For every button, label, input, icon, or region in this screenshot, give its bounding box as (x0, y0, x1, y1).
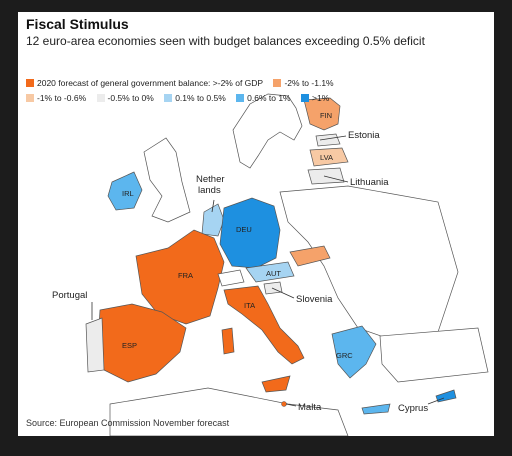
label-malta: Malta (298, 402, 322, 413)
label-irl: IRL (122, 189, 134, 198)
label-cyprus: Cyprus (398, 403, 428, 414)
source-note: Source: European Commission November for… (26, 418, 230, 428)
legend-label: >1% (312, 93, 330, 103)
map-latvia (309, 147, 349, 167)
label-lva: LVA (320, 153, 333, 162)
legend-swatch (236, 94, 245, 102)
map-france (135, 229, 225, 325)
map-crete (361, 403, 391, 415)
map-ireland (107, 171, 143, 211)
legend-label: -2% to -1.1% (284, 78, 334, 88)
legend-item-2-to-1-1: -2% to -1.1% (273, 76, 334, 90)
map-germany (219, 197, 281, 269)
map-switzerland (217, 269, 245, 287)
legend-item-0-1-to-0-5: 0.1% to 0.5% (164, 91, 226, 105)
map-italy (223, 285, 305, 365)
label-lithuania: Lithuania (350, 177, 389, 188)
country-labels: FIN Estonia LVA Lithuania IRL Nether lan… (52, 111, 428, 414)
legend-item-0-5-to-0: -0.5% to 0% (96, 91, 154, 105)
map-uk (143, 137, 191, 223)
legend-swatch (301, 94, 309, 102)
legend-swatch (164, 94, 173, 102)
label-netherlands-2: lands (198, 185, 221, 196)
map-east-europe (279, 185, 459, 343)
label-fra: FRA (178, 271, 193, 280)
map-turkey (379, 327, 489, 383)
leader-lines (91, 135, 445, 407)
legend-item-1-to-0-6: -1% to -0.6% (26, 91, 86, 105)
label-aut: AUT (266, 269, 281, 278)
map-estonia (315, 133, 341, 147)
label-deu: DEU (236, 225, 252, 234)
chart-card: FIN Estonia LVA Lithuania IRL Nether lan… (18, 12, 494, 436)
map-greece (331, 325, 377, 379)
map-lithuania (307, 167, 345, 185)
map-slovenia (263, 281, 283, 295)
legend-label: 2020 forecast of general government bala… (37, 78, 264, 88)
label-fin: FIN (320, 111, 332, 120)
label-estonia: Estonia (348, 130, 380, 141)
map-malta (281, 401, 287, 407)
map-finland (303, 97, 341, 131)
map-benelux (201, 203, 225, 237)
legend-swatch (273, 79, 282, 87)
label-portugal: Portugal (52, 290, 87, 301)
map-slovakia (289, 245, 331, 267)
map-sicily (261, 375, 291, 393)
legend-item-0-6-to-1: 0.6% to 1% (236, 91, 291, 105)
legend-swatch (26, 94, 34, 102)
map-sardinia (221, 327, 235, 355)
map-scandinavia (232, 93, 303, 169)
legend-label: -0.5% to 0% (107, 93, 154, 103)
legend-item-over-1: >1% (301, 91, 329, 105)
map-north-africa (109, 387, 349, 436)
map-austria (245, 261, 295, 283)
map-legend: 2020 forecast of general government bala… (26, 76, 486, 106)
label-netherlands-1: Nether (196, 174, 225, 185)
legend-label: -1% to -0.6% (37, 93, 87, 103)
legend-item-over-2: 2020 forecast of general government bala… (26, 76, 263, 90)
label-ita: ITA (244, 301, 255, 310)
legend-swatch (96, 94, 105, 102)
legend-label: 0.1% to 0.5% (175, 93, 226, 103)
label-slovenia: Slovenia (296, 294, 333, 305)
map-portugal (85, 317, 105, 373)
label-grc: GRC (336, 351, 353, 360)
europe-map: FIN Estonia LVA Lithuania IRL Nether lan… (52, 93, 489, 436)
label-esp: ESP (122, 341, 137, 350)
chart-title: Fiscal Stimulus (26, 16, 129, 32)
legend-swatch (26, 79, 34, 87)
chart-subtitle: 12 euro-area economies seen with budget … (26, 34, 425, 48)
legend-label: 0.6% to 1% (247, 93, 291, 103)
